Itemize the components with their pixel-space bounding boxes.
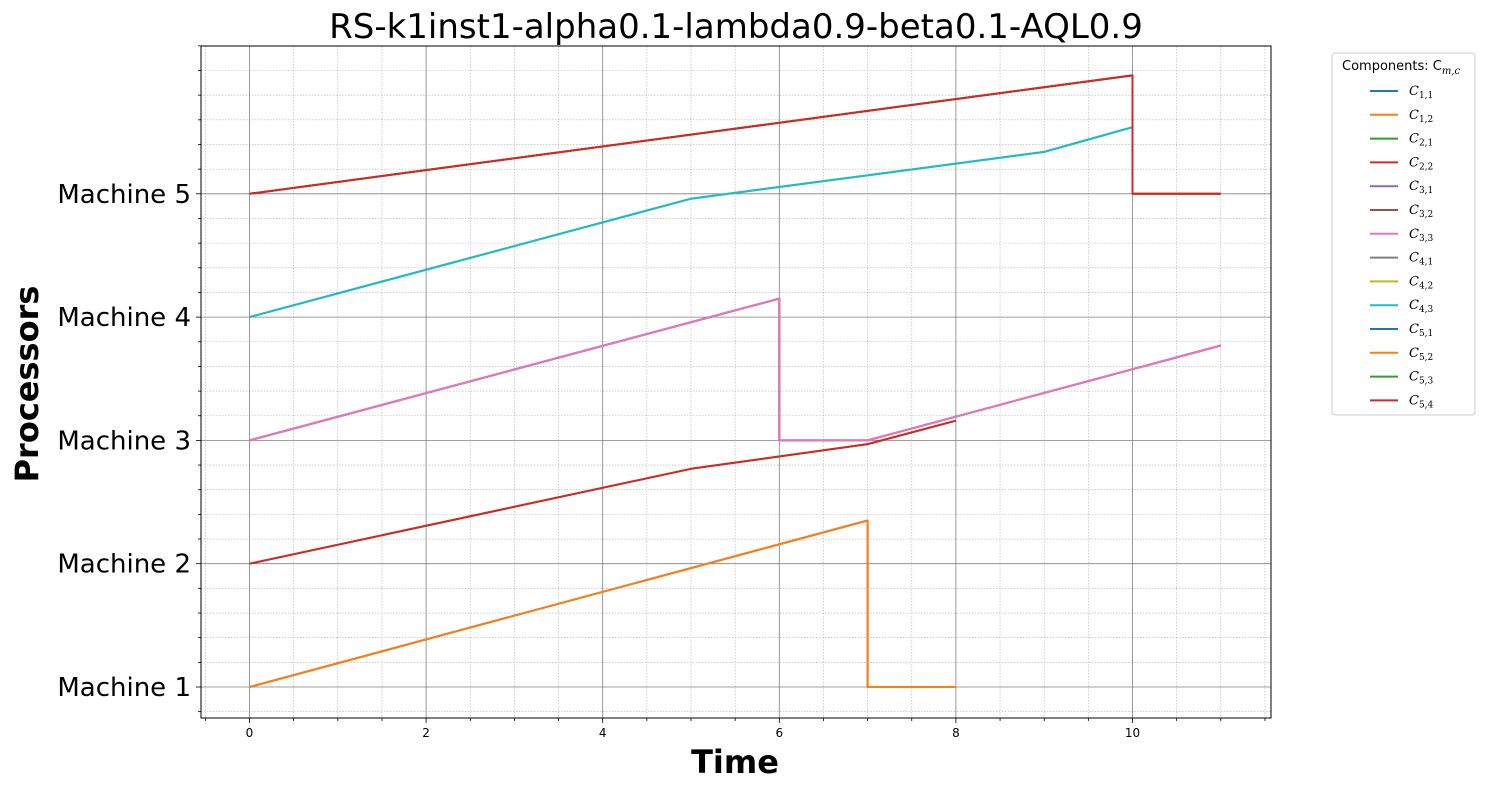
legend-box [1331,52,1476,416]
y-axis-label: Processors [8,286,46,483]
series-line-4-2 [249,126,1133,319]
x-tick-label: 2 [422,726,430,740]
x-tick-label: 0 [246,726,254,740]
series-line-5-4 [249,74,1221,195]
legend-label: C1,1 [1409,84,1433,101]
legend-items: C1,1 C1,2 C2,1 C2,2 C3,1 C3,2 C3,3 C4,1 C4,2 C4,3… [1370,84,1434,410]
plot-frame [200,45,1272,719]
legend-label: C5,2 [1409,346,1433,363]
x-axis-label: Time [691,743,779,781]
y-tick-label: Machine 2 [57,550,191,580]
legend-label: C5,3 [1409,370,1434,387]
legend: Components: Cm,c C1,1 C1,2 C2,1 C2,2 C3,1 C3,… [1331,52,1476,416]
y-tick-label: Machine 5 [57,180,191,210]
series-line-4-1 [249,126,1133,319]
legend-label: C1,2 [1409,108,1433,125]
series-line-1-2 [249,519,956,688]
major-grid [201,46,1271,718]
axis-ticks: 0 2 4 6 8 10 Machine 1 Machine 2 Machine 3 Machin… [57,45,1266,740]
series-layer [249,74,1222,688]
series-line-4-3 [249,126,1133,319]
legend-label: C5,4 [1409,393,1434,410]
y-tick-label: Machine 1 [57,673,191,703]
x-tick-label: 10 [1125,726,1140,740]
legend-label: C3,1 [1409,179,1433,196]
legend-label: C4,1 [1409,251,1433,268]
legend-title: Components: Cm,c [1342,59,1461,77]
series-line-2-2 [249,419,957,565]
legend-label: C3,2 [1409,203,1433,220]
legend-label: C3,3 [1409,227,1434,244]
x-tick-label: 8 [952,726,960,740]
y-tick-label: Machine 4 [57,303,191,333]
legend-label: C2,1 [1409,132,1433,149]
x-tick-label: 4 [599,726,607,740]
legend-label: C4,2 [1409,274,1433,291]
legend-label: C5,1 [1409,322,1433,339]
y-tick-label: Machine 3 [57,426,191,456]
chart-title: RS-k1inst1-alpha0.1-lambda0.9-beta0.1-AQ… [329,7,1143,47]
series-line-3-3 [249,297,1222,442]
legend-label: C4,3 [1409,298,1434,315]
minor-grid [201,45,1271,718]
x-tick-label: 6 [775,726,783,740]
legend-label: C2,2 [1409,155,1433,172]
